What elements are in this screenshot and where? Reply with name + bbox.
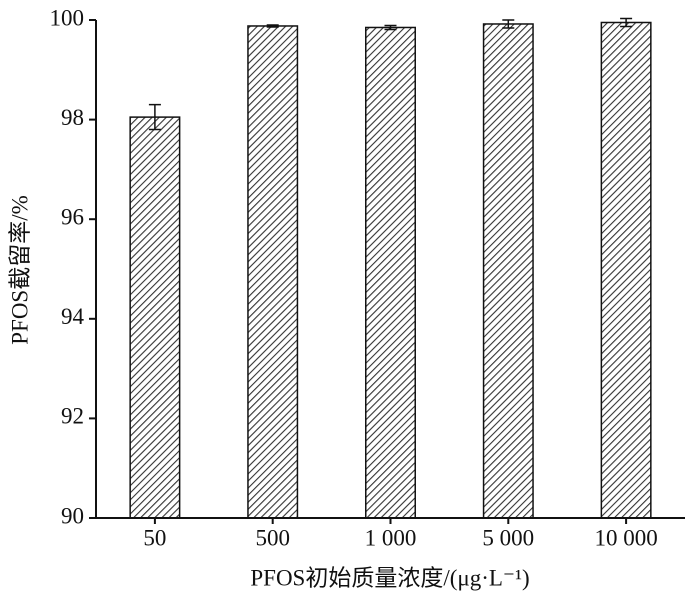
x-tick-label: 5 000 [482, 525, 534, 550]
y-tick-label: 100 [50, 5, 85, 30]
x-axis-label: PFOS初始质量浓度/(μg·L⁻¹) [250, 565, 529, 590]
y-axis-label: PFOS截留率/% [7, 195, 32, 345]
bar [482, 23, 534, 519]
x-tick-label: 1 000 [365, 525, 417, 550]
bar [365, 26, 416, 519]
y-tick-label: 98 [61, 105, 84, 130]
y-tick-label: 92 [61, 404, 84, 429]
x-tick-label: 10 000 [594, 525, 657, 550]
error-bar [384, 24, 397, 31]
error-bar [148, 103, 161, 131]
x-tick-label: 50 [143, 525, 166, 550]
y-tick-label: 90 [61, 503, 84, 528]
y-tick-label: 94 [61, 304, 85, 329]
bar [129, 116, 181, 519]
bar [600, 21, 652, 519]
y-tick-label: 96 [61, 204, 84, 229]
error-bar [266, 24, 279, 28]
x-tick-label: 500 [255, 525, 290, 550]
bar [247, 25, 299, 519]
error-bar [502, 19, 515, 29]
error-bar [620, 17, 633, 28]
